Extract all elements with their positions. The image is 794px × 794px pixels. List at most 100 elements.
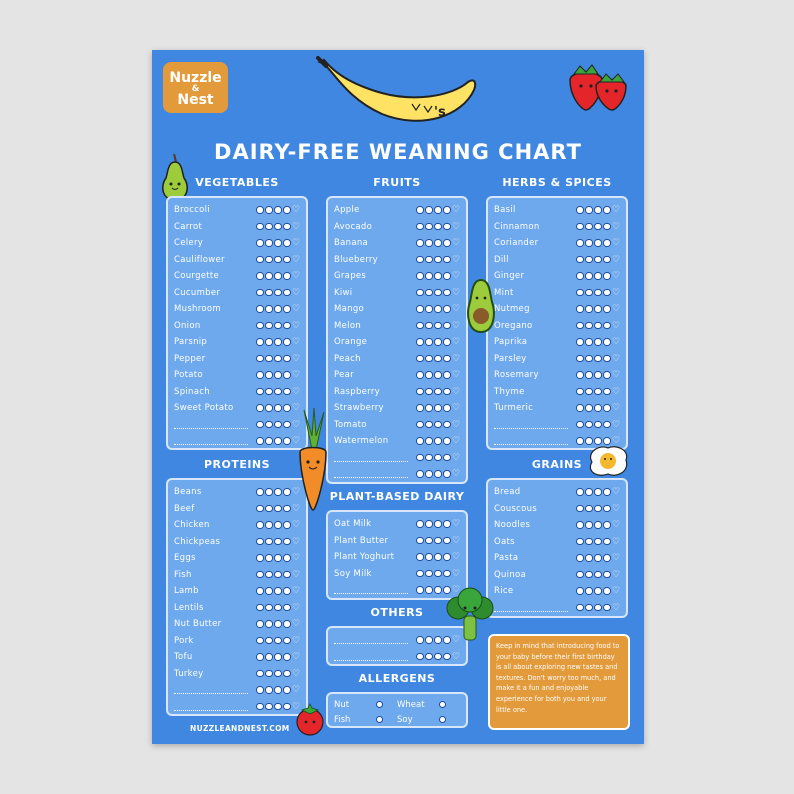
tasting-checkbox[interactable]	[434, 652, 442, 661]
tasting-checkbox[interactable]	[603, 554, 611, 562]
tasting-checkbox[interactable]	[603, 603, 611, 612]
favorite-heart-icon[interactable]: ♡	[612, 419, 621, 430]
tasting-checkbox[interactable]	[416, 272, 424, 280]
favorite-heart-icon[interactable]: ♡	[292, 520, 301, 531]
tasting-checkbox[interactable]	[594, 554, 602, 562]
write-in-line[interactable]	[334, 636, 408, 645]
favorite-heart-icon[interactable]: ♡	[452, 403, 461, 414]
tasting-checkbox[interactable]	[265, 570, 273, 579]
tasting-checkbox[interactable]	[585, 437, 593, 445]
tasting-checkbox[interactable]	[265, 255, 273, 264]
tasting-checkbox[interactable]	[274, 669, 282, 678]
tasting-checkbox[interactable]	[256, 222, 264, 231]
tasting-checkbox[interactable]	[585, 504, 593, 513]
tasting-checkbox[interactable]	[603, 321, 611, 330]
tasting-checkbox[interactable]	[594, 537, 602, 546]
tasting-checkbox[interactable]	[576, 239, 584, 247]
tasting-checkbox[interactable]	[443, 470, 451, 478]
tasting-checkbox[interactable]	[425, 420, 433, 429]
tasting-checkbox[interactable]	[256, 437, 264, 445]
tasting-checkbox[interactable]	[603, 587, 611, 595]
tasting-checkbox[interactable]	[594, 420, 602, 429]
favorite-heart-icon[interactable]: ♡	[452, 568, 461, 579]
tasting-checkbox[interactable]	[256, 587, 264, 595]
tasting-checkbox[interactable]	[274, 255, 282, 264]
favorite-heart-icon[interactable]: ♡	[612, 238, 621, 249]
tasting-checkbox[interactable]	[443, 371, 451, 379]
tasting-checkbox[interactable]	[256, 371, 264, 379]
tasting-checkbox[interactable]	[594, 206, 602, 214]
tasting-checkbox[interactable]	[443, 652, 451, 661]
tasting-checkbox[interactable]	[603, 338, 611, 346]
tasting-checkbox[interactable]	[274, 371, 282, 379]
tasting-checkbox[interactable]	[576, 354, 584, 363]
tasting-checkbox[interactable]	[576, 587, 584, 595]
favorite-heart-icon[interactable]: ♡	[612, 287, 621, 298]
allergen-checkbox[interactable]	[438, 715, 446, 724]
tasting-checkbox[interactable]	[283, 636, 291, 645]
favorite-heart-icon[interactable]: ♡	[452, 353, 461, 364]
tasting-checkbox[interactable]	[283, 420, 291, 429]
favorite-heart-icon[interactable]: ♡	[292, 586, 301, 597]
tasting-checkbox[interactable]	[265, 636, 273, 645]
favorite-heart-icon[interactable]: ♡	[452, 337, 461, 348]
tasting-checkbox[interactable]	[603, 570, 611, 579]
tasting-checkbox[interactable]	[256, 354, 264, 363]
tasting-checkbox[interactable]	[443, 437, 451, 445]
tasting-checkbox[interactable]	[256, 488, 264, 496]
tasting-checkbox[interactable]	[256, 420, 264, 429]
favorite-heart-icon[interactable]: ♡	[452, 238, 461, 249]
tasting-checkbox[interactable]	[256, 521, 264, 529]
tasting-checkbox[interactable]	[585, 537, 593, 546]
favorite-heart-icon[interactable]: ♡	[292, 403, 301, 414]
favorite-heart-icon[interactable]: ♡	[612, 370, 621, 381]
tasting-checkbox[interactable]	[425, 321, 433, 330]
write-in-line[interactable]	[334, 586, 408, 595]
tasting-checkbox[interactable]	[256, 239, 264, 247]
tasting-checkbox[interactable]	[283, 305, 291, 313]
tasting-checkbox[interactable]	[434, 536, 442, 545]
tasting-checkbox[interactable]	[416, 206, 424, 214]
tasting-checkbox[interactable]	[585, 305, 593, 313]
tasting-checkbox[interactable]	[256, 554, 264, 562]
favorite-heart-icon[interactable]: ♡	[292, 254, 301, 265]
write-in-line[interactable]	[174, 703, 248, 711]
allergen-checkbox[interactable]	[375, 700, 383, 709]
favorite-heart-icon[interactable]: ♡	[292, 337, 301, 348]
tasting-checkbox[interactable]	[594, 222, 602, 231]
tasting-checkbox[interactable]	[283, 653, 291, 661]
tasting-checkbox[interactable]	[594, 239, 602, 247]
tasting-checkbox[interactable]	[443, 255, 451, 264]
favorite-heart-icon[interactable]: ♡	[452, 585, 461, 596]
tasting-checkbox[interactable]	[585, 272, 593, 280]
tasting-checkbox[interactable]	[265, 420, 273, 429]
tasting-checkbox[interactable]	[434, 321, 442, 330]
tasting-checkbox[interactable]	[265, 321, 273, 330]
tasting-checkbox[interactable]	[265, 371, 273, 379]
tasting-checkbox[interactable]	[443, 520, 451, 528]
tasting-checkbox[interactable]	[585, 404, 593, 412]
tasting-checkbox[interactable]	[576, 437, 584, 445]
favorite-heart-icon[interactable]: ♡	[612, 205, 621, 216]
tasting-checkbox[interactable]	[434, 553, 442, 561]
tasting-checkbox[interactable]	[416, 470, 424, 478]
tasting-checkbox[interactable]	[265, 587, 273, 595]
tasting-checkbox[interactable]	[274, 288, 282, 297]
tasting-checkbox[interactable]	[594, 603, 602, 612]
favorite-heart-icon[interactable]: ♡	[292, 353, 301, 364]
tasting-checkbox[interactable]	[425, 404, 433, 412]
tasting-checkbox[interactable]	[283, 570, 291, 579]
favorite-heart-icon[interactable]: ♡	[452, 205, 461, 216]
tasting-checkbox[interactable]	[274, 420, 282, 429]
tasting-checkbox[interactable]	[274, 354, 282, 363]
tasting-checkbox[interactable]	[283, 404, 291, 412]
tasting-checkbox[interactable]	[594, 570, 602, 579]
tasting-checkbox[interactable]	[416, 305, 424, 313]
tasting-checkbox[interactable]	[434, 288, 442, 297]
tasting-checkbox[interactable]	[576, 521, 584, 529]
favorite-heart-icon[interactable]: ♡	[292, 652, 301, 663]
tasting-checkbox[interactable]	[416, 239, 424, 247]
tasting-checkbox[interactable]	[265, 686, 273, 694]
tasting-checkbox[interactable]	[256, 206, 264, 214]
tasting-checkbox[interactable]	[576, 570, 584, 579]
